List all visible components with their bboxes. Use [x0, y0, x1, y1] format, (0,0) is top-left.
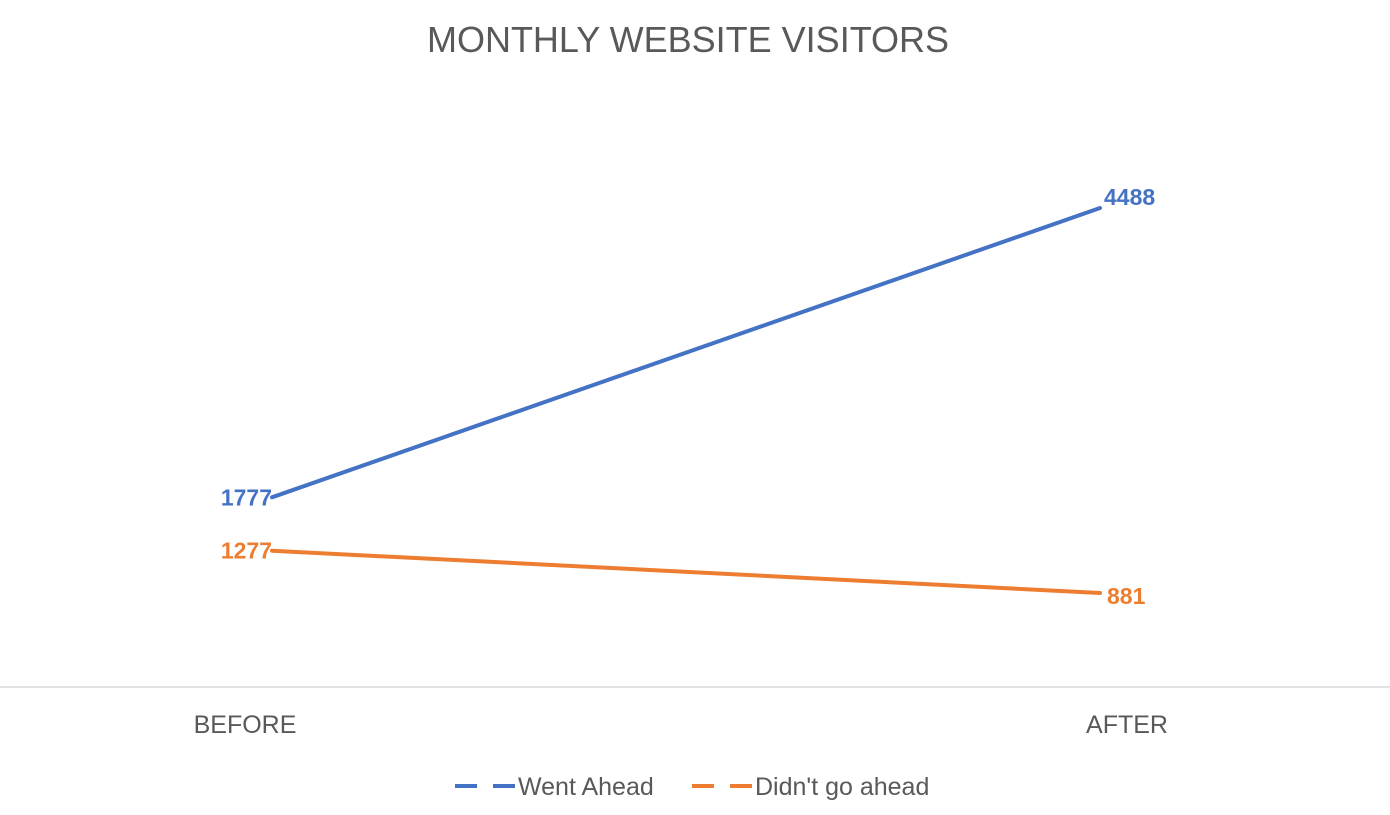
legend-label-2: Didn't go ahead: [755, 773, 929, 801]
chart-title: MONTHLY WEBSITE VISITORS: [427, 19, 949, 60]
series-line-2: [270, 548, 1102, 595]
series-layer: [270, 206, 1102, 595]
legend-item-2: Didn't go ahead: [692, 773, 929, 801]
series-line-1: [270, 206, 1102, 500]
x-tick-label-2: AFTER: [1086, 711, 1168, 739]
legend-label-1: Went Ahead: [518, 773, 654, 801]
x-tick-label-1: BEFORE: [194, 711, 297, 739]
legend: Went Ahead Didn't go ahead: [455, 773, 929, 801]
legend-item-1: Went Ahead: [455, 773, 654, 801]
data-label-1-1: 1777: [221, 484, 272, 510]
data-label-2-2: 881: [1107, 583, 1146, 609]
x-tick-labels: BEFORE AFTER: [194, 711, 1168, 739]
data-label-1-2: 4488: [1104, 184, 1155, 210]
data-label-2-1: 1277: [221, 538, 272, 564]
data-labels-layer: 1777 4488 1277 881: [221, 184, 1156, 609]
